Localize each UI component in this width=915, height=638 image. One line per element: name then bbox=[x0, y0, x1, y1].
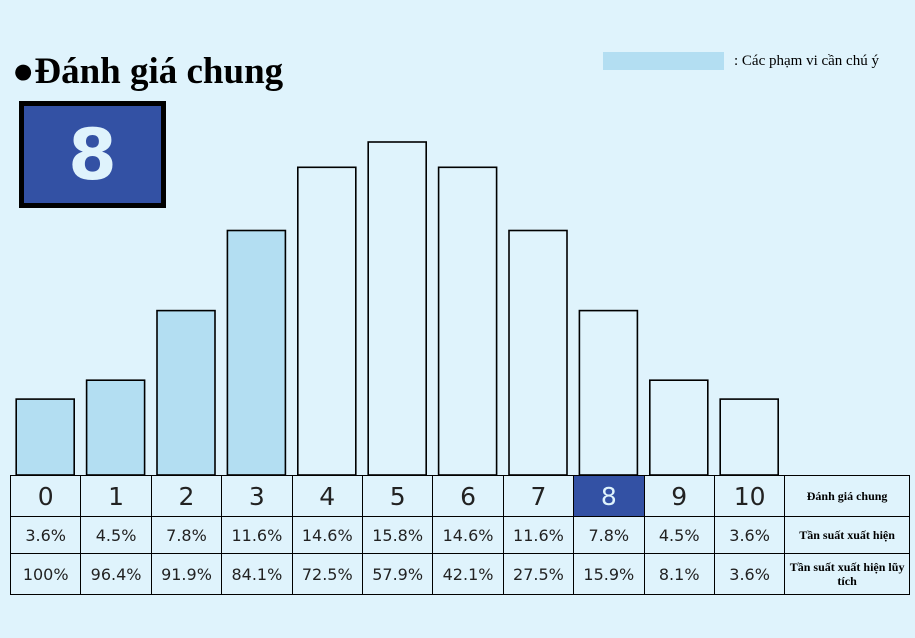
bar-4 bbox=[296, 166, 357, 476]
bars-group bbox=[15, 141, 780, 476]
score-cell-5: 5 bbox=[361, 475, 434, 517]
score-cell-8: 8 bbox=[573, 475, 645, 517]
legend-swatch bbox=[603, 52, 724, 70]
score-cell-3: 3 bbox=[221, 475, 293, 517]
score-row-label: Đánh giá chung bbox=[784, 475, 910, 517]
legend: : Các phạm vi cần chú ý bbox=[603, 52, 879, 70]
cumulative-cell: 57.9% bbox=[361, 553, 434, 595]
frequency-row-label: Tần suất xuất hiện bbox=[784, 516, 910, 554]
frequency-table: 0 1 2 3 4 5 6 7 8 9 10 Đánh giá chung 3.6% 4.5% 7.8% 1… bbox=[9, 475, 910, 595]
frequency-cell: 7.8% bbox=[150, 516, 223, 554]
score-cell-2: 2 bbox=[150, 475, 223, 517]
cumulative-cell: 8.1% bbox=[643, 553, 715, 595]
score-cell-7: 7 bbox=[502, 475, 575, 517]
score-row: 0 1 2 3 4 5 6 7 8 9 10 Đánh giá chung bbox=[9, 475, 910, 517]
score-cell-6: 6 bbox=[432, 475, 504, 517]
score-cell-0: 0 bbox=[9, 475, 82, 517]
cumulative-cell: 91.9% bbox=[150, 553, 223, 595]
cumulative-row-label: Tần suất xuất hiện lũy tích bbox=[784, 553, 910, 595]
bar-8 bbox=[578, 309, 639, 476]
bar-10 bbox=[719, 398, 780, 476]
frequency-cell: 14.6% bbox=[291, 516, 363, 554]
page-title: ●Đánh giá chung bbox=[12, 51, 284, 92]
cumulative-cell: 84.1% bbox=[221, 553, 293, 595]
frequency-cell: 11.6% bbox=[502, 516, 575, 554]
bar-0 bbox=[15, 398, 76, 476]
frequency-cell: 7.8% bbox=[573, 516, 645, 554]
frequency-cell: 4.5% bbox=[80, 516, 152, 554]
cumulative-cell: 3.6% bbox=[713, 553, 786, 595]
bar-7 bbox=[508, 229, 568, 476]
frequency-cell: 3.6% bbox=[713, 516, 786, 554]
frequency-cell: 4.5% bbox=[643, 516, 715, 554]
frequency-cell: 15.8% bbox=[361, 516, 434, 554]
cumulative-row: 100% 96.4% 91.9% 84.1% 72.5% 57.9% 42.1% 27.5% 1… bbox=[9, 553, 910, 595]
score-cell-10: 10 bbox=[713, 475, 786, 517]
bar-6 bbox=[437, 166, 498, 476]
cumulative-cell: 72.5% bbox=[291, 553, 363, 595]
bar-2 bbox=[156, 309, 216, 476]
frequency-cell: 3.6% bbox=[9, 516, 82, 554]
cumulative-cell: 42.1% bbox=[432, 553, 504, 595]
cumulative-cell: 15.9% bbox=[573, 553, 645, 595]
cumulative-cell: 96.4% bbox=[80, 553, 152, 595]
legend-label: : Các phạm vi cần chú ý bbox=[734, 52, 879, 69]
frequency-row: 3.6% 4.5% 7.8% 11.6% 14.6% 15.8% 14.6% 11.6% 7.8… bbox=[9, 516, 910, 554]
bar-1 bbox=[85, 379, 146, 476]
score-cell-1: 1 bbox=[80, 475, 152, 517]
bar-5 bbox=[367, 141, 428, 476]
score-box: 8 bbox=[19, 101, 166, 208]
cumulative-cell: 27.5% bbox=[502, 553, 575, 595]
score-cell-9: 9 bbox=[643, 475, 715, 517]
bar-9 bbox=[648, 379, 709, 476]
frequency-cell: 11.6% bbox=[221, 516, 293, 554]
cumulative-cell: 100% bbox=[9, 553, 82, 595]
score-value: 8 bbox=[68, 113, 117, 196]
score-cell-4: 4 bbox=[291, 475, 363, 517]
bar-3 bbox=[226, 229, 287, 476]
frequency-cell: 14.6% bbox=[432, 516, 504, 554]
